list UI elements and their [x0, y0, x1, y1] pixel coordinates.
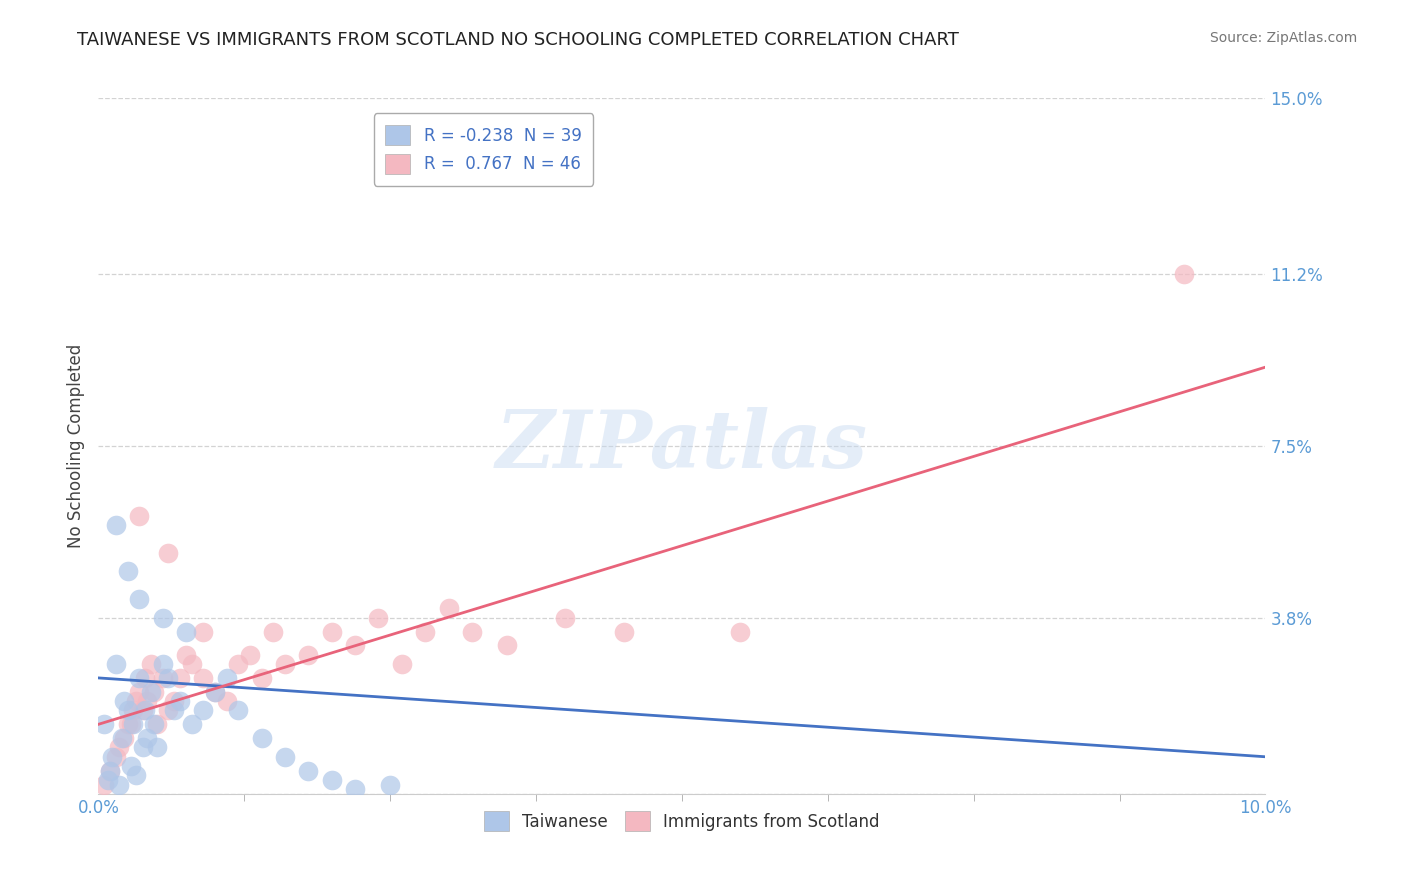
- Point: [120, 717, 142, 731]
- Point: [344, 639, 367, 653]
- Point: [122, 717, 145, 731]
- Point: [215, 694, 238, 708]
- Point: [98, 764, 121, 778]
- Text: ZIPatlas: ZIPatlas: [496, 408, 868, 484]
- Point: [111, 731, 134, 746]
- Point: [174, 624, 197, 639]
- Point: [174, 648, 197, 662]
- Text: TAIWANESE VS IMMIGRANTS FROM SCOTLAND NO SCHOOLING COMPLETED CORRELATION CHART: TAIWANESE VS IMMIGRANTS FROM SCOTLAND NO…: [77, 31, 959, 49]
- Point: [413, 624, 436, 639]
- Point: [93, 778, 115, 792]
- Point: [157, 703, 180, 717]
- Point: [321, 624, 343, 639]
- Point: [297, 648, 319, 662]
- Point: [193, 624, 215, 639]
- Point: [204, 685, 226, 699]
- Point: [250, 671, 273, 685]
- Point: [108, 778, 131, 792]
- Point: [104, 657, 127, 671]
- Point: [112, 694, 135, 708]
- Point: [132, 740, 155, 755]
- Point: [93, 717, 115, 731]
- Point: [117, 717, 139, 731]
- Point: [146, 740, 169, 755]
- Point: [101, 749, 124, 764]
- Point: [104, 749, 127, 764]
- Point: [143, 685, 166, 699]
- Point: [146, 717, 169, 731]
- Point: [128, 592, 150, 607]
- Point: [180, 717, 202, 731]
- Point: [367, 610, 389, 624]
- Point: [730, 624, 752, 639]
- Point: [344, 782, 367, 797]
- Point: [321, 772, 343, 787]
- Point: [125, 694, 148, 708]
- Point: [125, 768, 148, 782]
- Point: [215, 671, 238, 685]
- Point: [117, 564, 139, 578]
- Point: [274, 657, 297, 671]
- Point: [157, 671, 180, 685]
- Point: [250, 731, 273, 746]
- Point: [139, 685, 162, 699]
- Point: [134, 703, 156, 717]
- Point: [169, 694, 191, 708]
- Point: [239, 648, 262, 662]
- Point: [152, 610, 174, 624]
- Point: [120, 759, 142, 773]
- Point: [139, 657, 162, 671]
- Point: [496, 639, 519, 653]
- Point: [193, 671, 215, 685]
- Point: [136, 694, 159, 708]
- Point: [152, 671, 174, 685]
- Point: [128, 508, 150, 523]
- Point: [128, 685, 150, 699]
- Point: [112, 731, 135, 746]
- Point: [157, 546, 180, 560]
- Legend: Taiwanese, Immigrants from Scotland: Taiwanese, Immigrants from Scotland: [474, 801, 890, 841]
- Point: [152, 657, 174, 671]
- Point: [163, 694, 186, 708]
- Point: [228, 657, 250, 671]
- Point: [228, 703, 250, 717]
- Point: [437, 601, 460, 615]
- Point: [136, 731, 159, 746]
- Point: [193, 703, 215, 717]
- Point: [163, 703, 186, 717]
- Point: [180, 657, 202, 671]
- Point: [97, 772, 120, 787]
- Point: [380, 778, 402, 792]
- Point: [1173, 268, 1195, 282]
- Point: [104, 517, 127, 532]
- Point: [391, 657, 413, 671]
- Point: [263, 624, 285, 639]
- Point: [128, 671, 150, 685]
- Point: [297, 764, 319, 778]
- Point: [132, 703, 155, 717]
- Point: [134, 671, 156, 685]
- Point: [143, 717, 166, 731]
- Point: [122, 703, 145, 717]
- Point: [117, 703, 139, 717]
- Point: [461, 624, 484, 639]
- Point: [98, 764, 121, 778]
- Point: [169, 671, 191, 685]
- Point: [274, 749, 297, 764]
- Point: [613, 624, 636, 639]
- Point: [204, 685, 226, 699]
- Point: [108, 740, 131, 755]
- Text: Source: ZipAtlas.com: Source: ZipAtlas.com: [1209, 31, 1357, 45]
- Point: [554, 610, 576, 624]
- Y-axis label: No Schooling Completed: No Schooling Completed: [66, 344, 84, 548]
